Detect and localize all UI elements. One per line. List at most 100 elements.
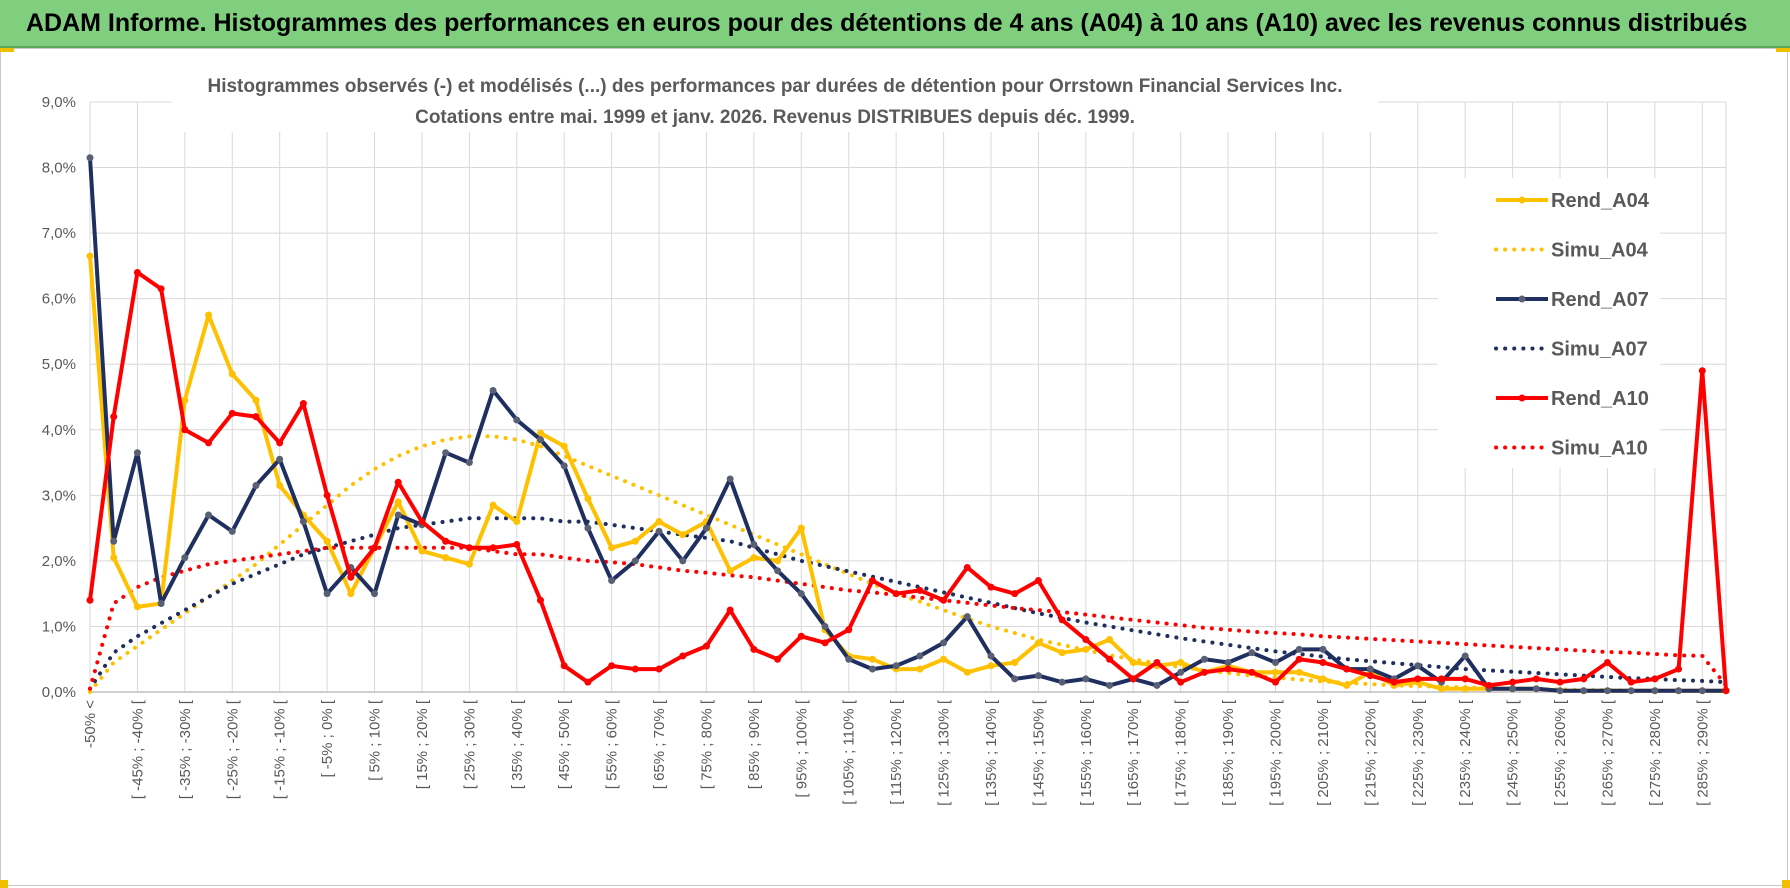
data-point	[1722, 687, 1730, 695]
data-point	[1200, 668, 1208, 676]
data-point	[868, 577, 876, 585]
data-point	[916, 665, 924, 673]
data-point	[1248, 649, 1256, 657]
x-tick-label: [ 205% ; 210% [	[1315, 699, 1332, 806]
x-tick-label: [ 255% ; 260% [	[1552, 699, 1569, 806]
data-point	[513, 518, 521, 526]
data-point	[1011, 590, 1019, 598]
data-point	[1461, 685, 1469, 693]
data-point	[323, 590, 331, 598]
data-point	[845, 655, 853, 663]
x-tick-label: [ 165% ; 170% [	[1125, 699, 1142, 806]
data-point	[86, 154, 94, 162]
x-tick-label: [ 45% ; 50% [	[556, 699, 573, 789]
data-point	[536, 436, 544, 444]
series-Simu_A10	[88, 545, 1728, 691]
y-tick-label: 4,0%	[42, 422, 76, 439]
data-point	[513, 416, 521, 424]
corner-mark	[0, 880, 8, 888]
data-point	[276, 439, 284, 447]
data-point	[774, 655, 782, 663]
data-point	[418, 518, 426, 526]
data-point	[655, 527, 663, 535]
data-point	[299, 400, 307, 408]
data-point	[205, 439, 213, 447]
data-point	[916, 652, 924, 660]
chart-title: Histogrammes observés (-) et modélisés (…	[207, 76, 1342, 97]
data-point	[1224, 659, 1232, 666]
series-line	[88, 157, 1726, 693]
data-point	[1319, 645, 1327, 653]
data-point	[655, 665, 663, 673]
data-point	[1532, 685, 1540, 693]
data-point	[1129, 659, 1137, 666]
data-point	[750, 554, 758, 562]
data-point	[1034, 577, 1042, 585]
x-tick-label: [ 85% ; 90% [	[746, 699, 763, 789]
data-point	[1248, 668, 1256, 676]
data-point	[252, 413, 260, 421]
data-point	[702, 524, 710, 532]
x-tick-label: [ 55% ; 60% [	[604, 699, 621, 789]
legend-item-Rend_A10: Rend_A10	[1496, 388, 1649, 410]
data-point	[845, 626, 853, 634]
data-point	[181, 396, 189, 404]
x-tick-label: [ 75% ; 80% [	[698, 699, 715, 789]
data-point	[442, 449, 450, 457]
data-point	[726, 606, 734, 614]
data-point	[252, 482, 260, 489]
data-point	[1461, 675, 1469, 683]
data-point	[513, 541, 521, 548]
x-axis: -50% < [ -45% ; -40% [[ -35% ; -30% [[ -2…	[82, 699, 1711, 806]
x-tick-label: [ 135% ; 140% [	[983, 699, 1000, 806]
x-tick-label: [ 155% ; 160% [	[1078, 699, 1095, 806]
data-point	[1414, 675, 1422, 683]
data-point	[1485, 681, 1493, 689]
x-tick-label: [ 115% ; 120% [	[888, 699, 905, 805]
data-point	[110, 554, 118, 562]
y-tick-label: 6,0%	[42, 291, 76, 308]
data-point	[371, 544, 379, 552]
data-point	[1106, 636, 1114, 644]
data-point	[1129, 675, 1137, 683]
x-tick-label: [ -25% ; -20% [	[224, 699, 241, 799]
chart-frame	[0, 48, 1788, 886]
data-point	[418, 547, 426, 555]
data-point	[157, 285, 165, 293]
data-point	[1319, 659, 1327, 666]
data-point	[1295, 655, 1303, 663]
data-point	[679, 557, 687, 565]
data-point	[963, 563, 971, 571]
data-point	[1603, 687, 1611, 695]
data-point	[299, 518, 307, 526]
data-point	[726, 567, 734, 575]
data-point	[1698, 687, 1706, 695]
legend-label: Simu_A04	[1551, 240, 1649, 262]
y-tick-label: 3,0%	[42, 487, 76, 504]
data-point	[726, 475, 734, 483]
data-point	[347, 590, 355, 598]
series-Rend_A07	[86, 154, 1730, 695]
data-point	[276, 455, 284, 463]
corner-mark	[0, 48, 14, 52]
corner-mark	[1776, 48, 1790, 52]
data-point	[205, 311, 213, 319]
legend-marker	[1518, 295, 1526, 303]
data-point	[1627, 687, 1635, 695]
data-point	[1603, 659, 1611, 666]
data-point	[750, 541, 758, 548]
series-line	[88, 545, 1728, 691]
data-point	[702, 642, 710, 650]
data-point	[110, 537, 118, 545]
data-point	[1177, 668, 1185, 676]
data-point	[465, 459, 473, 467]
data-point	[110, 413, 118, 421]
x-tick-label: [ 35% ; 40% [	[509, 699, 526, 789]
data-point	[86, 596, 94, 604]
x-tick-label: [ 215% ; 220% [	[1362, 699, 1379, 806]
data-point	[1698, 367, 1706, 375]
data-point	[797, 590, 805, 598]
data-point	[963, 613, 971, 621]
legend-label: Rend_A10	[1551, 388, 1649, 410]
